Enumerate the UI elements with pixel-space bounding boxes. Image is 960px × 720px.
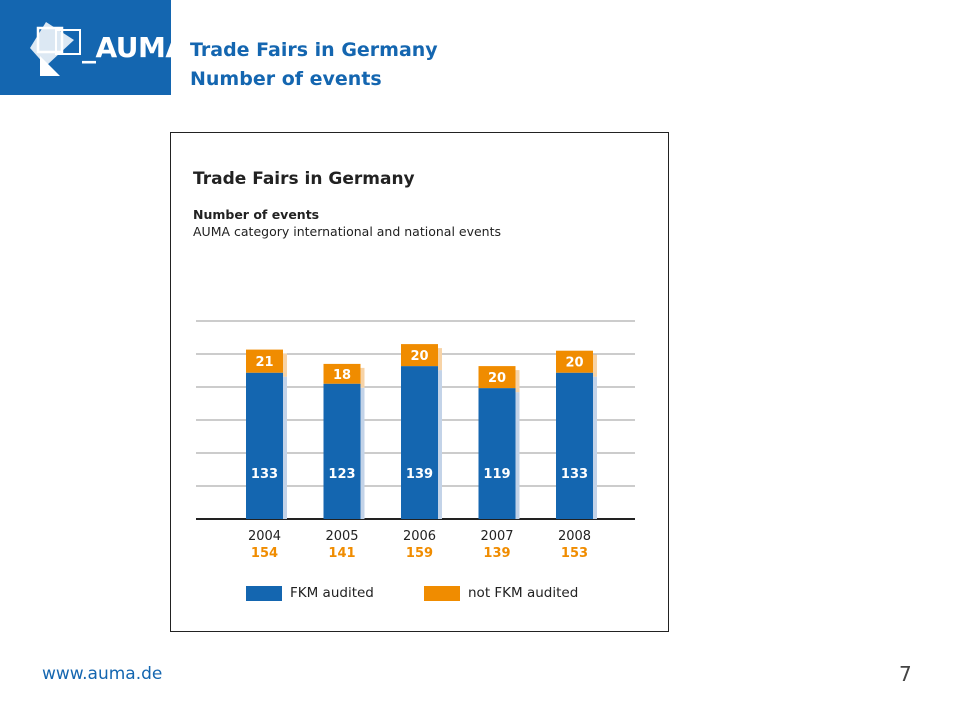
x-tick-label: 2008 xyxy=(558,529,591,544)
bar-shadow xyxy=(515,392,520,519)
x-tick-label: 2007 xyxy=(480,529,513,544)
x-tick-label: 2006 xyxy=(403,529,436,544)
data-label-fkm-audited: 133 xyxy=(561,467,588,482)
bar-shadow xyxy=(360,367,365,388)
legend-swatch-not-fkm-audited xyxy=(424,586,460,601)
bar-fkm-audited-2008 xyxy=(556,372,593,519)
bar-fkm-audited-2004 xyxy=(246,372,283,519)
auma-logo: _AUMA xyxy=(0,0,187,95)
total-label: 139 xyxy=(483,546,510,561)
data-label-not-fkm-audited: 20 xyxy=(565,356,583,371)
total-label: 154 xyxy=(251,546,278,561)
bar-shadow xyxy=(515,370,520,393)
bar-shadow xyxy=(283,353,287,377)
auma-logo-icon xyxy=(30,22,81,76)
slide-title-line1: Trade Fairs in Germany xyxy=(190,39,438,61)
bar-not-fkm-audited-2007 xyxy=(478,366,516,389)
data-label-not-fkm-audited: 20 xyxy=(488,371,506,386)
bar-shadow xyxy=(593,354,597,377)
legend-label-fkm-audited: FKM audited xyxy=(290,585,374,601)
page-number: 7 xyxy=(899,662,912,686)
chart-subtitle-detail: AUMA category international and national… xyxy=(193,224,502,239)
data-label-fkm-audited: 133 xyxy=(251,467,278,482)
bar-shadow xyxy=(283,376,287,519)
bar-shadow xyxy=(593,376,597,519)
bar-fkm-audited-2005 xyxy=(323,383,361,519)
chart-subtitle: Number of events xyxy=(193,207,320,222)
bar-not-fkm-audited-2004 xyxy=(246,349,283,373)
footer-url[interactable]: www.auma.de xyxy=(42,664,163,684)
total-label: 159 xyxy=(406,546,433,561)
logo-text: _AUMA xyxy=(82,31,187,64)
legend-swatch-fkm-audited xyxy=(246,586,282,601)
slide-title: Trade Fairs in Germany Number of events xyxy=(190,36,438,94)
bar-not-fkm-audited-2005 xyxy=(323,363,361,384)
bar-chart: 133 21 2004 154 123 18 2005 141 139 20 2006 159 119 2… xyxy=(196,320,635,561)
bar-not-fkm-audited-2006 xyxy=(401,344,438,367)
chart-frame: Trade Fairs in Germany Number of events … xyxy=(170,132,669,632)
data-label-fkm-audited: 139 xyxy=(406,467,433,482)
bar-fkm-audited-2007 xyxy=(478,388,516,519)
chart-title: Trade Fairs in Germany xyxy=(193,169,415,189)
slide-title-line2: Number of events xyxy=(190,68,382,90)
x-tick-label: 2005 xyxy=(325,529,358,544)
bar-not-fkm-audited-2008 xyxy=(556,350,593,373)
total-label: 141 xyxy=(328,546,355,561)
data-label-not-fkm-audited: 18 xyxy=(333,368,351,383)
bar-fkm-audited-2006 xyxy=(401,366,438,519)
total-label: 153 xyxy=(561,546,588,561)
x-tick-label: 2004 xyxy=(248,529,281,544)
bar-shadow xyxy=(438,348,442,371)
data-label-not-fkm-audited: 21 xyxy=(255,355,273,370)
data-label-not-fkm-audited: 20 xyxy=(410,349,428,364)
data-label-fkm-audited: 123 xyxy=(328,467,355,482)
bar-shadow xyxy=(438,370,442,519)
legend-label-not-fkm-audited: not FKM audited xyxy=(468,585,579,601)
data-label-fkm-audited: 119 xyxy=(483,467,510,482)
bar-shadow xyxy=(360,387,365,519)
